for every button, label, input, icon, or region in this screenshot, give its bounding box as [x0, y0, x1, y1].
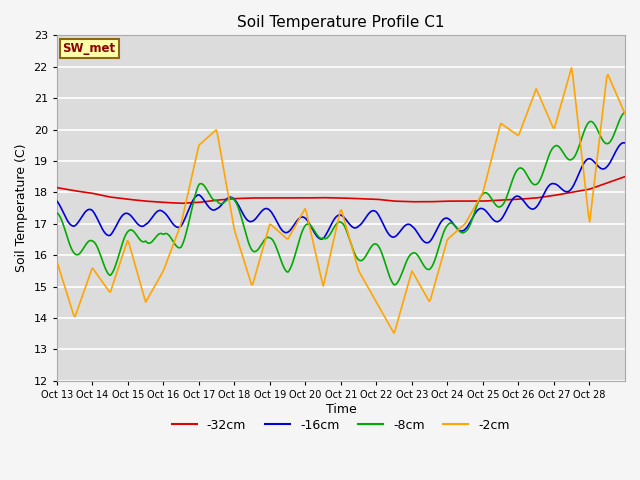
Y-axis label: Soil Temperature (C): Soil Temperature (C): [15, 144, 28, 272]
Title: Soil Temperature Profile C1: Soil Temperature Profile C1: [237, 15, 445, 30]
X-axis label: Time: Time: [326, 403, 356, 416]
Text: SW_met: SW_met: [63, 42, 116, 55]
Legend: -32cm, -16cm, -8cm, -2cm: -32cm, -16cm, -8cm, -2cm: [167, 414, 515, 437]
